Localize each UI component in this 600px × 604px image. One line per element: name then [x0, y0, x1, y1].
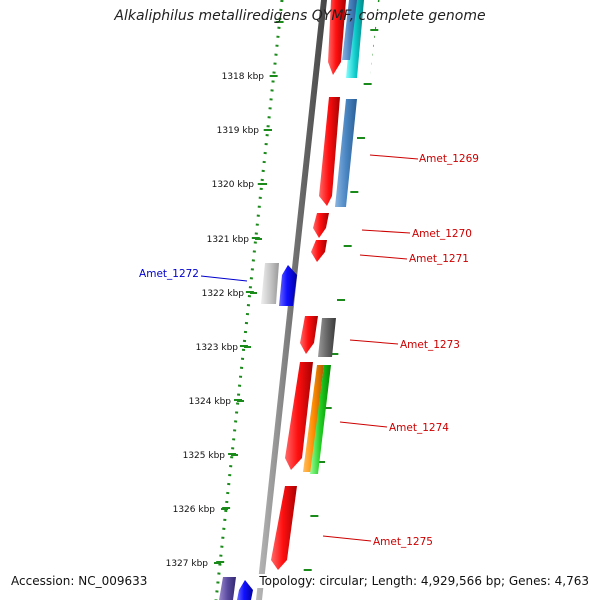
scale-label: 1324 kbp: [189, 397, 232, 407]
scale-label: 1327 kbp: [166, 559, 209, 569]
gene-leader-line: [361, 229, 411, 234]
gene-arrow-top-steel: [342, 0, 357, 60]
gene-label[interactable]: Amet_1274: [389, 422, 449, 434]
gene-arrow-amet-1275: [271, 486, 297, 570]
gene-block-amet-1269-domain: [335, 99, 357, 207]
scale-label: 1326 kbp: [173, 505, 216, 515]
gene-arrow-amet-1270: [313, 213, 329, 238]
gene-arrow-top-red: [328, 0, 346, 75]
gene-label[interactable]: Amet_1269: [419, 153, 479, 165]
scale-label: 1321 kbp: [207, 235, 250, 245]
gene-block-amet-1274-green: [310, 365, 331, 474]
gene-leader-line: [200, 275, 248, 282]
gene-label[interactable]: Amet_1270: [412, 228, 472, 240]
scale-label: 1322 kbp: [202, 289, 245, 299]
track-background: [224, 0, 378, 600]
gene-features: [219, 0, 364, 600]
gene-arrow-amet-1271: [311, 240, 327, 262]
gene-leader-line: [349, 339, 399, 345]
scale-label: 1318 kbp: [222, 72, 265, 82]
scale-label: 1319 kbp: [217, 126, 260, 136]
scale-label: 1323 kbp: [196, 343, 239, 353]
scale-label: 1325 kbp: [183, 451, 226, 461]
gene-arrow-top-cyan: [346, 0, 364, 78]
scale-label: 1320 kbp: [212, 180, 255, 190]
gene-block-amet-1274-orange: [303, 365, 324, 472]
gene-leader-line: [322, 535, 372, 542]
gene-leader-line: [339, 421, 388, 428]
gene-arrow-amet-1274: [285, 362, 313, 470]
gene-label[interactable]: Amet_1271: [409, 253, 469, 265]
outer-tick-marks: [303, 29, 379, 571]
gene-block-amet-1273-gray: [318, 318, 336, 357]
scale-labels: 1318 kbp 1319 kbp 1320 kbp 1321 kbp 1322 kbp…: [166, 72, 277, 569]
topology-summary-text: Topology: circular; Length: 4,929,566 bp…: [257, 574, 591, 588]
gene-label[interactable]: Amet_1275: [373, 536, 433, 548]
accession-text: Accession: NC_009633: [9, 574, 150, 588]
gene-arrow-amet-1273: [300, 316, 318, 354]
gene-label[interactable]: Amet_1273: [400, 339, 460, 351]
gene-leader-line: [369, 154, 419, 160]
gene-leader-line: [359, 254, 408, 260]
inner-scale-dotted-line: [214, 0, 284, 601]
gene-arrow-amet-1272: [279, 265, 297, 306]
gene-labels: Amet_1269 Amet_1270 Amet_1271 Amet_1272 Amet…: [139, 153, 479, 548]
gene-block-bottom-purple: [219, 577, 236, 600]
gene-block-amet-1272-gray: [261, 263, 279, 304]
genome-title: Alkaliphilus metalliredigens QYMF, compl…: [114, 8, 486, 24]
gene-arrow-amet-1269: [319, 97, 340, 206]
gene-label[interactable]: Amet_1272: [139, 268, 199, 280]
gene-arrow-bottom-blue: [237, 580, 253, 600]
